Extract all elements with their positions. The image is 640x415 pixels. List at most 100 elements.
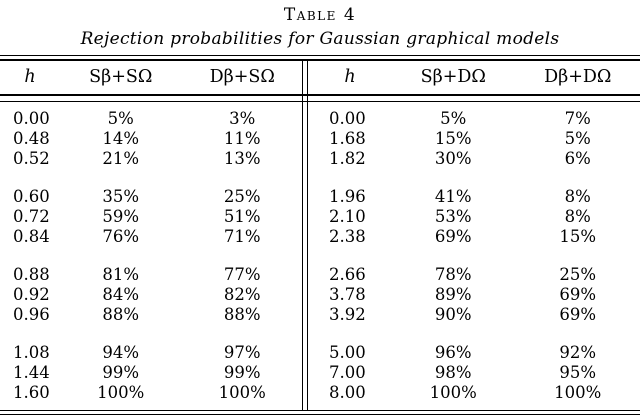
rejection-probability-value: 99% [102,363,140,382]
rejection-probability-value: 84% [102,285,140,304]
header-left-half: h Sβ+SΩ Dβ+SΩ [0,66,303,88]
rejection-probability-value: 100% [97,383,145,402]
rejection-probability-value: 6% [564,149,591,168]
table-row: 0.88 81% 77% [0,265,303,285]
table-row: 5.00 96% 92% [309,343,640,363]
rejection-probability-value: 3% [229,109,256,128]
table-body: 0.00 5% 3% 0.48 14% 11% 0.52 21% 13% 0.60 35% 25% 0.… [0,102,640,410]
table-row: 0.72 59% 51% [0,207,303,227]
rejection-probability-value: 41% [434,187,472,206]
header-separator-double-rule [0,94,640,102]
table-row: 0.52 21% 13% [0,149,303,169]
rejection-probability-value: 100% [429,383,477,402]
table-body-left-half: 0.00 5% 3% 0.48 14% 11% 0.52 21% 13% 0.60 35% 25% 0.… [0,109,303,403]
row-group: 0.88 81% 77% 0.92 84% 82% 0.96 88% 88% [0,265,303,325]
table-row: 2.38 69% 15% [309,227,640,247]
row-group: 1.96 41% 8% 2.10 53% 8% 2.38 69% 15% [309,187,640,247]
rule-line [0,59,640,61]
rejection-probability-value: 14% [102,129,140,148]
h-value: 0.84 [13,227,50,246]
top-double-rule [0,55,640,61]
rejection-probability-value: 78% [434,265,472,284]
table-row: 0.96 88% 88% [0,305,303,325]
rejection-probability-value: 69% [559,305,597,324]
h-value: 0.92 [13,285,50,304]
column-header-sbdo: Sβ+DΩ [420,67,486,87]
rejection-probability-value: 100% [218,383,266,402]
table-row: 0.00 5% 3% [0,109,303,129]
rejection-probability-value: 5% [440,109,467,128]
rejection-probability-value: 82% [223,285,261,304]
rejection-probability-value: 30% [434,149,472,168]
rejection-probability-value: 81% [102,265,140,284]
row-group: 5.00 96% 92% 7.00 98% 95% 8.00 100% 100% [309,343,640,403]
table-caption: Table 4 Rejection probabilities for Gaus… [0,0,640,50]
rejection-probability-value: 11% [223,129,261,148]
table-row: 1.60 100% 100% [0,383,303,403]
table-title: Table 4 [283,5,357,25]
rejection-probability-value: 51% [223,207,261,226]
table-row: 0.92 84% 82% [0,285,303,305]
rejection-probability-value: 53% [434,207,472,226]
rejection-probability-value: 5% [107,109,134,128]
h-value: 1.96 [329,187,366,206]
h-value: 1.68 [329,129,366,148]
rejection-probability-value: 5% [564,129,591,148]
rejection-probability-value: 88% [102,305,140,324]
table-subtitle: Rejection probabilities for Gaussian gra… [80,29,560,49]
table-row: 3.92 90% 69% [309,305,640,325]
h-value: 0.96 [13,305,50,324]
h-value: 8.00 [329,383,366,402]
h-value: 1.44 [13,363,50,382]
rule-line [0,101,640,102]
h-value: 0.00 [329,109,366,128]
h-value: 3.78 [329,285,366,304]
h-value: 7.00 [329,363,366,382]
table-row: 1.82 30% 6% [309,149,640,169]
rejection-probability-value: 25% [223,187,261,206]
h-value: 2.66 [329,265,366,284]
row-group: 0.60 35% 25% 0.72 59% 51% 0.84 76% 71% [0,187,303,247]
rejection-probability-value: 15% [434,129,472,148]
rule-line [0,410,640,411]
table-row: 2.66 78% 25% [309,265,640,285]
table-row: 1.44 99% 99% [0,363,303,383]
rejection-probability-value: 7% [564,109,591,128]
table-body-right-half: 0.00 5% 7% 1.68 15% 5% 1.82 30% 6% 1.96 41% 8% 2.10 5… [309,109,640,403]
row-group: 1.08 94% 97% 1.44 99% 99% 1.60 100% 100% [0,343,303,403]
rejection-probability-value: 96% [434,343,472,362]
rejection-probability-value: 94% [102,343,140,362]
column-header-h-right: h [344,67,356,87]
column-header-dbdo: Dβ+DΩ [544,67,612,87]
rejection-probability-value: 15% [559,227,597,246]
table-row: 1.68 15% 5% [309,129,640,149]
column-header-dbso: Dβ+SΩ [209,67,275,87]
table-row: 0.00 5% 7% [309,109,640,129]
column-separator-double-rule [302,61,308,410]
h-value: 1.60 [13,383,50,402]
rejection-probability-value: 77% [223,265,261,284]
h-value: 1.82 [329,149,366,168]
rejection-probability-value: 97% [223,343,261,362]
column-header-sbso: Sβ+SΩ [89,67,153,87]
rejection-probability-value: 69% [434,227,472,246]
table-row: 0.60 35% 25% [0,187,303,207]
rejection-probability-value: 92% [559,343,597,362]
table-row: 7.00 98% 95% [309,363,640,383]
h-value: 1.08 [13,343,50,362]
table-row: 1.08 94% 97% [0,343,303,363]
rejection-probability-value: 76% [102,227,140,246]
h-value: 0.88 [13,265,50,284]
rule-line [0,94,640,96]
table-row: 2.10 53% 8% [309,207,640,227]
rejection-probability-value: 13% [223,149,261,168]
rejection-probability-value: 89% [434,285,472,304]
table-row: 0.84 76% 71% [0,227,303,247]
h-value: 3.92 [329,305,366,324]
table-row: 8.00 100% 100% [309,383,640,403]
rejection-probability-value: 69% [559,285,597,304]
bottom-double-rule [0,410,640,415]
rejection-probability-value: 98% [434,363,472,382]
rejection-probability-value: 88% [223,305,261,324]
